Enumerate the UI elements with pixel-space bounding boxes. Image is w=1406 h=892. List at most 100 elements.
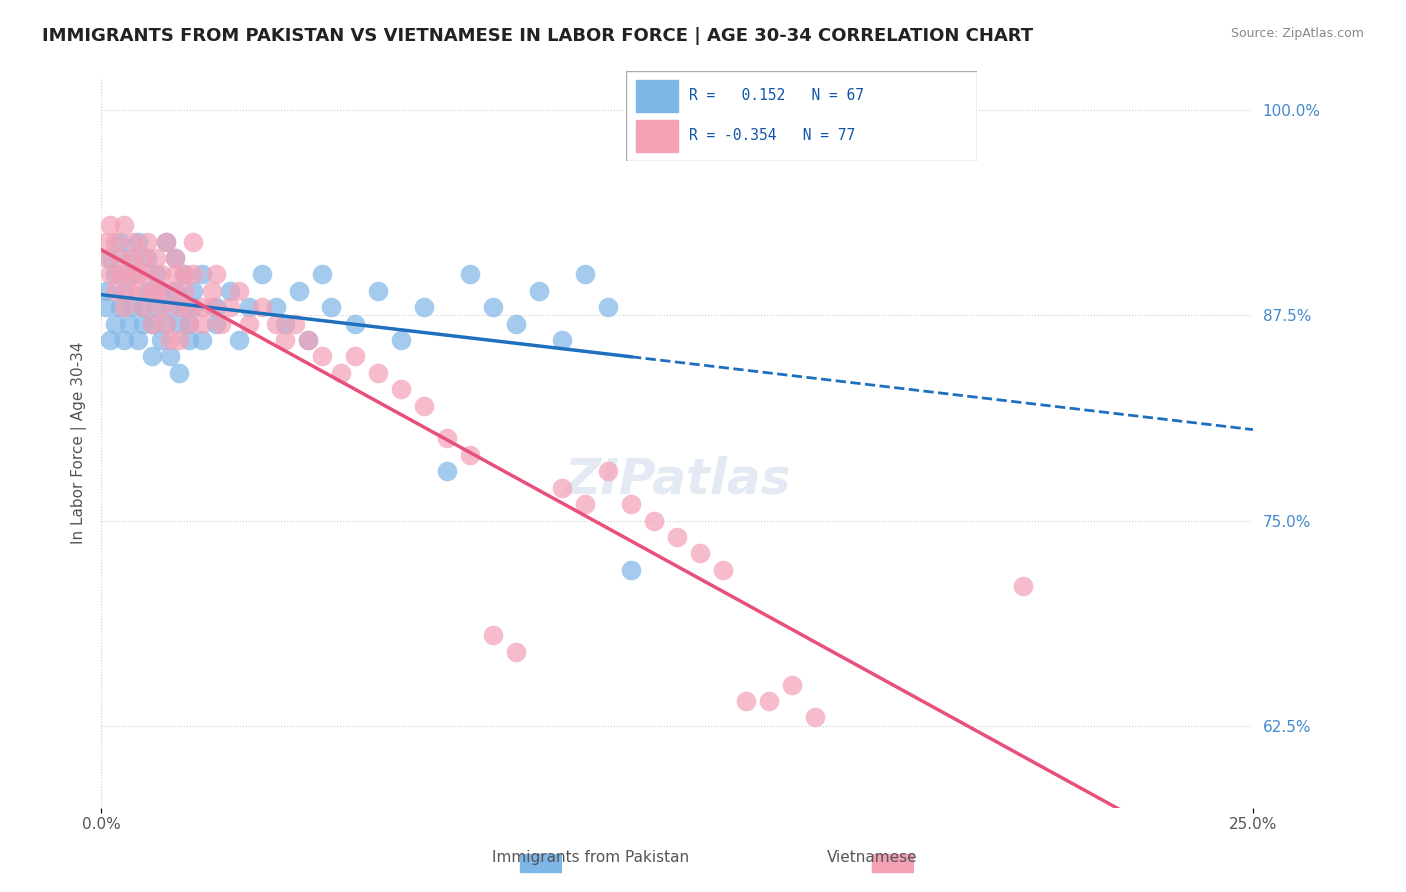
Vietnamese <box>98 218 121 232</box>
Vietnamese <box>150 268 173 282</box>
Immigrants from Pakistan <box>551 333 574 347</box>
Vietnamese <box>112 300 135 314</box>
Vietnamese <box>367 366 389 380</box>
Immigrants from Pakistan <box>169 317 191 331</box>
Immigrants from Pakistan <box>191 333 214 347</box>
Immigrants from Pakistan <box>159 300 181 314</box>
Immigrants from Pakistan <box>205 300 228 314</box>
Immigrants from Pakistan <box>458 268 481 282</box>
Immigrants from Pakistan <box>177 317 200 331</box>
FancyBboxPatch shape <box>626 71 977 161</box>
Vietnamese <box>173 268 195 282</box>
Immigrants from Pakistan <box>108 235 131 249</box>
Vietnamese <box>735 694 758 708</box>
Text: Immigrants from Pakistan: Immigrants from Pakistan <box>492 850 689 865</box>
Vietnamese <box>274 333 297 347</box>
Immigrants from Pakistan <box>155 317 177 331</box>
Vietnamese <box>284 317 307 331</box>
Bar <box>636 80 678 112</box>
Immigrants from Pakistan <box>181 284 204 298</box>
Vietnamese <box>1011 579 1033 593</box>
Immigrants from Pakistan <box>150 284 173 298</box>
Immigrants from Pakistan <box>141 317 163 331</box>
Immigrants from Pakistan <box>238 300 260 314</box>
Vietnamese <box>163 251 186 265</box>
Vietnamese <box>127 284 149 298</box>
Vietnamese <box>201 284 224 298</box>
Vietnamese <box>131 251 153 265</box>
Vietnamese <box>141 317 163 331</box>
Vietnamese <box>780 677 803 691</box>
Vietnamese <box>238 317 260 331</box>
Vietnamese <box>297 333 319 347</box>
Vietnamese <box>191 317 214 331</box>
Immigrants from Pakistan <box>136 251 159 265</box>
Vietnamese <box>666 530 689 544</box>
Bar <box>636 120 678 152</box>
Vietnamese <box>343 350 366 364</box>
Immigrants from Pakistan <box>321 300 343 314</box>
Immigrants from Pakistan <box>596 300 619 314</box>
Immigrants from Pakistan <box>131 317 153 331</box>
Vietnamese <box>169 333 191 347</box>
Vietnamese <box>122 251 145 265</box>
Immigrants from Pakistan <box>343 317 366 331</box>
Vietnamese <box>620 497 643 511</box>
Immigrants from Pakistan <box>127 333 149 347</box>
Vietnamese <box>252 300 274 314</box>
Immigrants from Pakistan <box>94 284 117 298</box>
Immigrants from Pakistan <box>112 333 135 347</box>
Vietnamese <box>389 382 412 396</box>
Immigrants from Pakistan <box>136 284 159 298</box>
Vietnamese <box>505 645 527 659</box>
Vietnamese <box>145 251 167 265</box>
Vietnamese <box>201 300 224 314</box>
Vietnamese <box>136 235 159 249</box>
Vietnamese <box>94 235 117 249</box>
Immigrants from Pakistan <box>127 235 149 249</box>
Vietnamese <box>104 284 127 298</box>
Bar <box>872 855 914 872</box>
Immigrants from Pakistan <box>145 300 167 314</box>
Vietnamese <box>758 694 780 708</box>
Y-axis label: In Labor Force | Age 30-34: In Labor Force | Age 30-34 <box>72 342 87 544</box>
Immigrants from Pakistan <box>150 333 173 347</box>
Immigrants from Pakistan <box>264 300 287 314</box>
Vietnamese <box>141 284 163 298</box>
Immigrants from Pakistan <box>252 268 274 282</box>
Immigrants from Pakistan <box>122 300 145 314</box>
Vietnamese <box>191 300 214 314</box>
Vietnamese <box>150 300 173 314</box>
Immigrants from Pakistan <box>311 268 333 282</box>
Immigrants from Pakistan <box>173 300 195 314</box>
Text: IMMIGRANTS FROM PAKISTAN VS VIETNAMESE IN LABOR FORCE | AGE 30-34 CORRELATION CH: IMMIGRANTS FROM PAKISTAN VS VIETNAMESE I… <box>42 27 1033 45</box>
Text: Vietnamese: Vietnamese <box>827 850 917 865</box>
Immigrants from Pakistan <box>163 251 186 265</box>
Vietnamese <box>159 333 181 347</box>
Immigrants from Pakistan <box>436 464 458 478</box>
Vietnamese <box>551 481 574 495</box>
Vietnamese <box>112 218 135 232</box>
Immigrants from Pakistan <box>145 268 167 282</box>
Immigrants from Pakistan <box>155 235 177 249</box>
Vietnamese <box>181 235 204 249</box>
Vietnamese <box>98 268 121 282</box>
Vietnamese <box>205 268 228 282</box>
Vietnamese <box>169 300 191 314</box>
Vietnamese <box>127 268 149 282</box>
Text: R = -0.354   N = 77: R = -0.354 N = 77 <box>689 128 855 143</box>
Immigrants from Pakistan <box>108 300 131 314</box>
Text: Source: ZipAtlas.com: Source: ZipAtlas.com <box>1230 27 1364 40</box>
Immigrants from Pakistan <box>527 284 550 298</box>
Text: R =   0.152   N = 67: R = 0.152 N = 67 <box>689 88 863 103</box>
Vietnamese <box>94 251 117 265</box>
Bar <box>520 855 562 872</box>
Immigrants from Pakistan <box>228 333 250 347</box>
Immigrants from Pakistan <box>122 268 145 282</box>
Vietnamese <box>458 448 481 462</box>
Vietnamese <box>329 366 352 380</box>
Immigrants from Pakistan <box>104 268 127 282</box>
Vietnamese <box>131 300 153 314</box>
Vietnamese <box>209 317 232 331</box>
Vietnamese <box>574 497 596 511</box>
